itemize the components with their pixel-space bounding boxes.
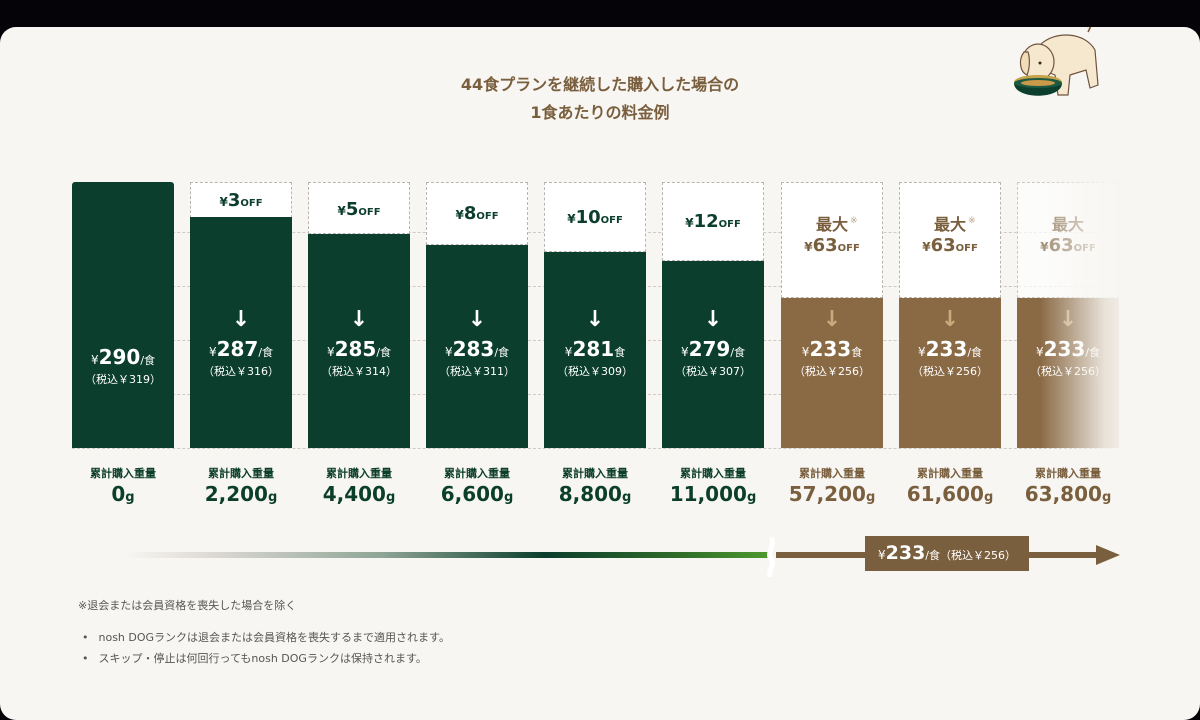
discount-box: ¥3OFF — [190, 182, 292, 218]
right-fade-overlay — [1040, 177, 1200, 557]
note-item: スキップ・停止は何回行ってもnosh DOGランクは保持されます。 — [82, 648, 450, 669]
arrow-down-icon: ↓ — [822, 307, 842, 332]
arrow-down-icon: ↓ — [349, 307, 369, 332]
footnote: ※退会または会員資格を喪失した場合を除く — [78, 599, 297, 612]
price: ¥281食 — [564, 337, 626, 361]
tax-price: （税込￥256） — [794, 365, 870, 378]
price-bar: ¥290/食 （税込￥319） — [72, 182, 174, 448]
price-bar: ↓ ¥281食 （税込￥309） — [544, 252, 646, 448]
arrow-right-icon — [1096, 545, 1120, 565]
price-column-1: ¥3OFF ↓ ¥287/食 （税込￥316） — [190, 182, 292, 448]
chart-title: 44食プランを継続した購入した場合の 1食あたりの料金例 — [0, 71, 1200, 127]
discount-box: ¥12OFF — [662, 182, 764, 261]
price-bar: ↓ ¥287/食 （税込￥316） — [190, 217, 292, 448]
discount-box: ¥8OFF — [426, 182, 528, 245]
price: ¥285/食 — [326, 337, 392, 361]
grid-line — [72, 448, 1112, 449]
notes-list: nosh DOGランクは退会または会員資格を喪失するまで適用されます。 スキップ… — [82, 627, 450, 669]
price-column-6: 最大 ※ ¥63OFF ↓ ¥233食 （税込￥256） — [781, 182, 883, 448]
price: ¥233食 — [801, 337, 863, 361]
weight-label-6: 累計購入重量 57,200g — [788, 467, 876, 506]
pricing-card: 44食プランを継続した購入した場合の 1食あたりの料金例 ¥290/食 （税込￥… — [0, 27, 1200, 720]
arrow-down-icon: ↓ — [231, 307, 251, 332]
chart-title-line2: 1食あたりの料金例 — [530, 103, 670, 122]
price-column-3: ¥8OFF ↓ ¥283/食 （税込￥311） — [426, 182, 528, 448]
weight-label-8: 累計購入重量 63,800g — [1024, 467, 1112, 506]
tax-price: （税込￥307） — [675, 365, 751, 378]
dog-eating-illustration — [1014, 27, 1099, 96]
arrow-down-icon: ↓ — [703, 307, 723, 332]
discount-box: ¥10OFF — [544, 182, 646, 252]
tax-price: （税込￥319） — [85, 373, 161, 386]
max-label: 最大 ※ — [933, 215, 976, 234]
final-price-tag: ¥233/食（税込￥256） — [865, 536, 1029, 571]
price-column-7: 最大 ※ ¥63OFF ↓ ¥233/食 （税込￥256） — [899, 182, 1001, 448]
tax-price: （税込￥256） — [912, 365, 988, 378]
tax-price: （税込￥314） — [321, 365, 397, 378]
price: ¥233/食 — [917, 337, 983, 361]
discount-box: 最大 ※ ¥63OFF — [899, 182, 1001, 298]
price: ¥283/食 — [444, 337, 510, 361]
weight-label-1: 累計購入重量 2,200g — [204, 467, 278, 506]
progress-gradient-line — [125, 552, 770, 558]
price-bar: ↓ ¥283/食 （税込￥311） — [426, 245, 528, 448]
discount-box: 最大 ※ ¥63OFF — [781, 182, 883, 298]
price: ¥290/食 — [90, 345, 156, 369]
weight-label-7: 累計購入重量 61,600g — [906, 467, 994, 506]
price-column-0: ¥290/食 （税込￥319） — [72, 182, 174, 448]
price-bar: ↓ ¥233/食 （税込￥256） — [899, 298, 1001, 448]
weight-label-0: 累計購入重量 0g — [90, 467, 156, 506]
price: ¥279/食 — [680, 337, 746, 361]
weight-label-5: 累計購入重量 11,000g — [669, 467, 757, 506]
weight-label-3: 累計購入重量 6,600g — [440, 467, 514, 506]
price: ¥287/食 — [208, 337, 274, 361]
max-label: 最大 ※ — [815, 215, 858, 234]
price-bar: ↓ ¥233食 （税込￥256） — [781, 298, 883, 448]
tax-price: （税込￥311） — [439, 365, 515, 378]
weight-label-2: 累計購入重量 4,400g — [322, 467, 396, 506]
tax-price: （税込￥316） — [203, 365, 279, 378]
arrow-down-icon: ↓ — [585, 307, 605, 332]
note-item: nosh DOGランクは退会または会員資格を喪失するまで適用されます。 — [82, 627, 450, 648]
weight-label-4: 累計購入重量 8,800g — [558, 467, 632, 506]
price-bar: ↓ ¥279/食 （税込￥307） — [662, 261, 764, 448]
chart-title-line1: 44食プランを継続した購入した場合の — [460, 75, 740, 94]
discount-box: ¥5OFF — [308, 182, 410, 234]
price-bar: ↓ ¥285/食 （税込￥314） — [308, 234, 410, 448]
arrow-down-icon: ↓ — [467, 307, 487, 332]
price-column-4: ¥10OFF ↓ ¥281食 （税込￥309） — [544, 182, 646, 448]
price-column-5: ¥12OFF ↓ ¥279/食 （税込￥307） — [662, 182, 764, 448]
price-column-2: ¥5OFF ↓ ¥285/食 （税込￥314） — [308, 182, 410, 448]
arrow-down-icon: ↓ — [940, 307, 960, 332]
axis-break-icon — [767, 537, 775, 577]
tax-price: （税込￥309） — [557, 365, 633, 378]
